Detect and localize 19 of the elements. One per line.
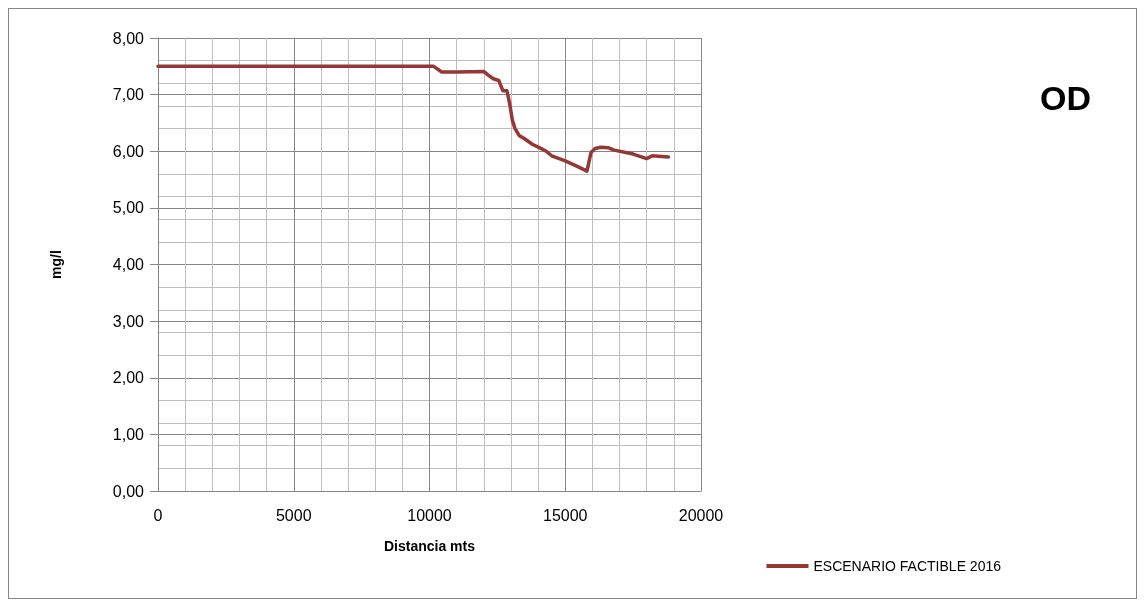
text: OD xyxy=(1040,79,1091,117)
y-tick-label: 8,00 xyxy=(112,29,145,47)
y-tick-label: 7,00 xyxy=(112,86,145,104)
x-axis-title: Distancia mts xyxy=(383,538,476,554)
y-tick-label: 0,00 xyxy=(112,482,145,500)
y-tick-label: 3,00 xyxy=(112,312,145,330)
x-tick-label: 10000 xyxy=(407,506,452,524)
y-tick-label: 2,00 xyxy=(112,369,145,387)
x-tick-label: 5000 xyxy=(275,506,312,524)
y-tick-label: 4,00 xyxy=(112,256,145,273)
line-series xyxy=(156,64,671,173)
x-tick-label: 0 xyxy=(153,506,163,524)
x-tick-label: 15000 xyxy=(543,506,588,524)
y-axis-title: mg/l xyxy=(48,250,64,279)
y-tick-label: 1,00 xyxy=(112,425,145,443)
y-tick-label: 6,00 xyxy=(112,142,145,160)
y-tick-label: 5,00 xyxy=(112,199,145,217)
legend-label: ESCENARIO FACTIBLE 2016 xyxy=(813,558,1002,574)
x-tick-label: 20000 xyxy=(678,506,724,524)
